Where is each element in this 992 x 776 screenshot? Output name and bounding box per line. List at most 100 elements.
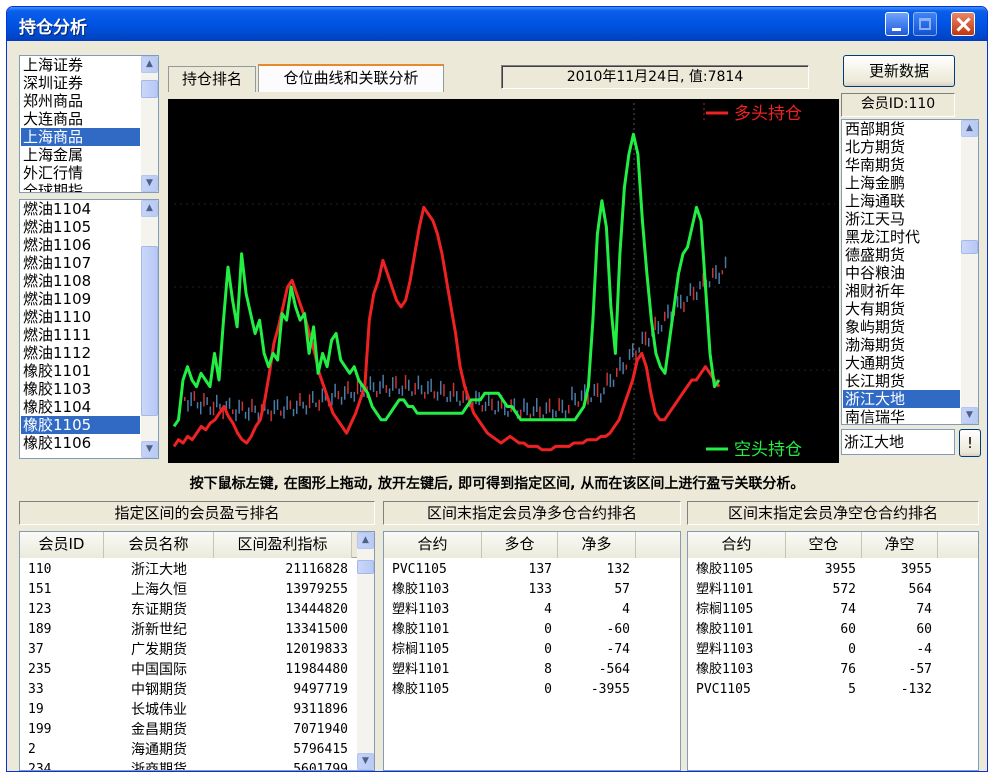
col-net-short[interactable]: 净空 [862, 532, 938, 558]
scroll-down-icon[interactable]: ▼ [961, 407, 978, 424]
market-list-scrollbar[interactable]: ▲ ▼ [141, 56, 158, 192]
table-row[interactable]: 棕榈1105 74 74 [688, 600, 978, 620]
refresh-data-button[interactable]: 更新数据 [843, 55, 955, 87]
scroll-thumb[interactable] [961, 240, 978, 254]
member-list-item[interactable]: 黑龙江时代 [845, 228, 921, 246]
tab-position-ranking[interactable]: 持仓排名 [168, 66, 256, 92]
table-row[interactable]: PVC1105 5 -132 [688, 680, 978, 700]
member-list[interactable]: 西部期货 北方期货 华南期货 上海金鹏 上海通联 浙江天马 黑龙江时代 德盛期货 中谷粮油 湘财祈… [841, 119, 979, 425]
table-row[interactable]: 151 上海久恒 13979255 [20, 580, 374, 600]
table-row[interactable]: 123 东证期货 13444820 [20, 600, 374, 620]
table-row[interactable]: 110 浙江大地 21116828 [20, 560, 374, 580]
contract-list-item[interactable]: 燃油1106 [23, 236, 92, 254]
ranking-scrollbar[interactable]: ▲ ▼ [357, 532, 374, 770]
member-list-scrollbar[interactable]: ▲ ▼ [961, 120, 978, 424]
member-list-item[interactable]: 华南期货 [845, 156, 906, 174]
col-contract[interactable]: 合约 [688, 532, 786, 558]
member-list-item[interactable]: 湘财祈年 [845, 282, 906, 300]
contract-list-item[interactable]: 橡胶1101 [23, 362, 92, 380]
tab-position-curve[interactable]: 仓位曲线和关联分析 [258, 64, 444, 92]
col-contract[interactable]: 合约 [384, 532, 482, 558]
scroll-up-icon[interactable]: ▲ [141, 56, 158, 73]
net-long-table[interactable]: 合约 多仓 净多 PVC1105 137 132 橡胶1103 133 57 塑料1103 4… [383, 531, 681, 771]
member-list-item[interactable]: 长江期货 [845, 372, 906, 390]
member-ranking-table[interactable]: 会员ID 会员名称 区间盈利指标 110 浙江大地 21116828 151 上海久恒 1… [19, 531, 375, 771]
contract-list-item[interactable]: 燃油1107 [23, 254, 92, 272]
scroll-down-icon[interactable]: ▼ [141, 441, 158, 458]
contract-list-item[interactable]: 燃油1109 [23, 290, 92, 308]
table-row[interactable]: 塑料1103 0 -4 [688, 640, 978, 660]
table-row[interactable]: 37 广发期货 12019833 [20, 640, 374, 660]
table-row[interactable]: PVC1105 137 132 [384, 560, 680, 580]
market-list-item[interactable]: 深圳证券 [23, 74, 84, 92]
scroll-up-icon[interactable]: ▲ [141, 200, 158, 217]
table-row[interactable]: 橡胶1101 60 60 [688, 620, 978, 640]
member-list-item[interactable]: 南信瑞华 [845, 408, 906, 425]
contract-list-item[interactable]: 橡胶1103 [23, 380, 92, 398]
member-list-item[interactable]: 大有期货 [845, 300, 906, 318]
table-row[interactable]: 塑料1103 4 4 [384, 600, 680, 620]
contract-list[interactable]: 燃油1104 燃油1105 燃油1106 燃油1107 燃油1108 燃油1109 燃油11… [19, 199, 159, 459]
table-row[interactable]: 橡胶1103 76 -57 [688, 660, 978, 680]
minimize-button[interactable] [885, 12, 909, 36]
col-member-id[interactable]: 会员ID [20, 532, 104, 558]
contract-list-item[interactable]: 橡胶1104 [23, 398, 92, 416]
exclaim-button[interactable]: ! [959, 429, 981, 457]
col-member-name[interactable]: 会员名称 [104, 532, 214, 558]
scroll-thumb[interactable] [357, 560, 374, 574]
col-short-pos[interactable]: 空仓 [786, 532, 862, 558]
market-list-item[interactable]: 上海商品 [21, 128, 140, 146]
maximize-button[interactable] [913, 12, 937, 36]
contract-list-item[interactable]: 燃油1108 [23, 272, 92, 290]
table-row[interactable]: 234 浙商期货 5601799 [20, 760, 374, 770]
table-row[interactable]: 189 浙新世纪 13341500 [20, 620, 374, 640]
contract-list-scrollbar[interactable]: ▲ ▼ [141, 200, 158, 458]
member-list-item[interactable]: 中谷粮油 [845, 264, 906, 282]
title-bar[interactable]: 持仓分析 [7, 7, 987, 41]
col-profit-index[interactable]: 区间盈利指标 [214, 532, 352, 558]
market-list-item[interactable]: 郑州商品 [23, 92, 84, 110]
member-list-item[interactable]: 浙江大地 [843, 390, 960, 408]
contract-list-item[interactable]: 橡胶1106 [23, 434, 92, 452]
position-curve-chart[interactable]: 多头持仓 空头持仓 [168, 99, 839, 463]
net-short-table[interactable]: 合约 空仓 净空 橡胶1105 3955 3955 塑料1101 572 564 棕榈110… [687, 531, 979, 771]
market-list-item[interactable]: 外汇行情 [23, 164, 84, 182]
member-list-item[interactable]: 象屿期货 [845, 318, 906, 336]
scroll-thumb[interactable] [141, 246, 158, 416]
contract-list-item[interactable]: 燃油1110 [23, 308, 92, 326]
table-row[interactable]: 塑料1101 8 -564 [384, 660, 680, 680]
market-list[interactable]: 上海证券 深圳证券 郑州商品 大连商品 上海商品 上海金属 外汇行情 全球期指 ▲ ▼ [19, 55, 159, 193]
contract-list-item[interactable]: 燃油1112 [23, 344, 92, 362]
table-row[interactable]: 塑料1101 572 564 [688, 580, 978, 600]
member-list-item[interactable]: 上海金鹏 [845, 174, 906, 192]
col-long-pos[interactable]: 多仓 [482, 532, 558, 558]
close-button[interactable] [951, 12, 975, 36]
table-row[interactable]: 199 金昌期货 7071940 [20, 720, 374, 740]
scroll-up-icon[interactable]: ▲ [357, 532, 374, 549]
table-row[interactable]: 橡胶1105 3955 3955 [688, 560, 978, 580]
table-row[interactable]: 橡胶1105 0 -3955 [384, 680, 680, 700]
market-list-item[interactable]: 全球期指 [23, 182, 84, 193]
member-list-item[interactable]: 德盛期货 [845, 246, 906, 264]
scroll-thumb[interactable] [141, 80, 158, 98]
scroll-up-icon[interactable]: ▲ [961, 120, 978, 137]
contract-list-item[interactable]: 燃油1111 [23, 326, 92, 344]
member-list-item[interactable]: 北方期货 [845, 138, 906, 156]
contract-list-item[interactable]: 燃油1105 [23, 218, 92, 236]
table-row[interactable]: 235 中国国际 11984480 [20, 660, 374, 680]
col-net-long[interactable]: 净多 [558, 532, 636, 558]
contract-list-item[interactable]: 燃油1104 [23, 200, 92, 218]
table-row[interactable]: 19 长城伟业 9311896 [20, 700, 374, 720]
scroll-down-icon[interactable]: ▼ [141, 175, 158, 192]
market-list-item[interactable]: 上海证券 [23, 56, 84, 74]
table-row[interactable]: 2 海通期货 5796415 [20, 740, 374, 760]
member-name-input[interactable]: 浙江大地 [841, 429, 955, 455]
member-list-item[interactable]: 大通期货 [845, 354, 906, 372]
member-list-item[interactable]: 西部期货 [845, 120, 906, 138]
member-list-item[interactable]: 上海通联 [845, 192, 906, 210]
market-list-item[interactable]: 大连商品 [23, 110, 84, 128]
table-row[interactable]: 33 中钢期货 9497719 [20, 680, 374, 700]
market-list-item[interactable]: 上海金属 [23, 146, 84, 164]
member-list-item[interactable]: 渤海期货 [845, 336, 906, 354]
table-row[interactable]: 橡胶1101 0 -60 [384, 620, 680, 640]
